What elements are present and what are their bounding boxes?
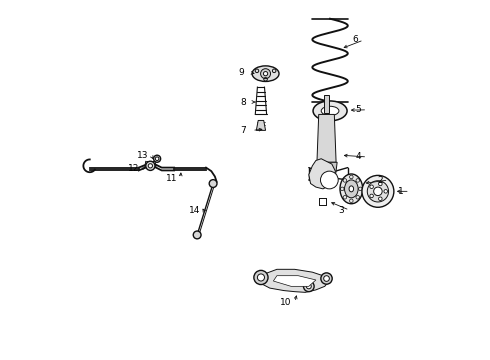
Polygon shape — [316, 162, 337, 176]
Text: 4: 4 — [356, 153, 361, 162]
Text: 2: 2 — [377, 176, 383, 185]
Text: 7: 7 — [241, 126, 246, 135]
Circle shape — [303, 281, 314, 292]
Text: 8: 8 — [241, 98, 246, 107]
Text: 14: 14 — [189, 206, 200, 215]
Text: 5: 5 — [356, 105, 361, 114]
Circle shape — [261, 69, 270, 78]
Polygon shape — [317, 114, 336, 162]
Bar — [324, 95, 329, 113]
Polygon shape — [273, 276, 316, 286]
Text: 3: 3 — [338, 206, 343, 215]
Ellipse shape — [340, 174, 363, 204]
Circle shape — [306, 284, 311, 289]
Circle shape — [209, 180, 217, 188]
Text: 11: 11 — [166, 174, 177, 183]
Ellipse shape — [321, 106, 339, 116]
Circle shape — [257, 274, 265, 281]
Circle shape — [155, 157, 159, 161]
Ellipse shape — [344, 180, 358, 198]
Ellipse shape — [252, 66, 279, 81]
Text: 10: 10 — [280, 298, 292, 307]
Circle shape — [254, 270, 268, 284]
Polygon shape — [256, 269, 330, 292]
Circle shape — [320, 171, 338, 189]
Circle shape — [193, 231, 201, 239]
Circle shape — [374, 187, 382, 195]
Polygon shape — [309, 159, 335, 189]
Circle shape — [370, 194, 373, 198]
Circle shape — [153, 155, 161, 162]
Circle shape — [146, 161, 155, 170]
Ellipse shape — [349, 186, 354, 192]
Circle shape — [362, 175, 394, 207]
Text: 12: 12 — [128, 164, 139, 173]
Polygon shape — [256, 121, 266, 130]
Circle shape — [379, 182, 382, 186]
Circle shape — [148, 164, 152, 168]
Circle shape — [324, 276, 329, 282]
Circle shape — [379, 197, 382, 201]
Circle shape — [368, 181, 389, 202]
Text: 13: 13 — [136, 151, 148, 160]
Circle shape — [370, 185, 373, 189]
Ellipse shape — [313, 101, 347, 121]
Text: 1: 1 — [398, 187, 404, 196]
Text: 6: 6 — [352, 36, 358, 45]
Circle shape — [321, 273, 332, 284]
Text: 9: 9 — [239, 68, 245, 77]
Circle shape — [384, 190, 388, 193]
Circle shape — [264, 72, 268, 76]
